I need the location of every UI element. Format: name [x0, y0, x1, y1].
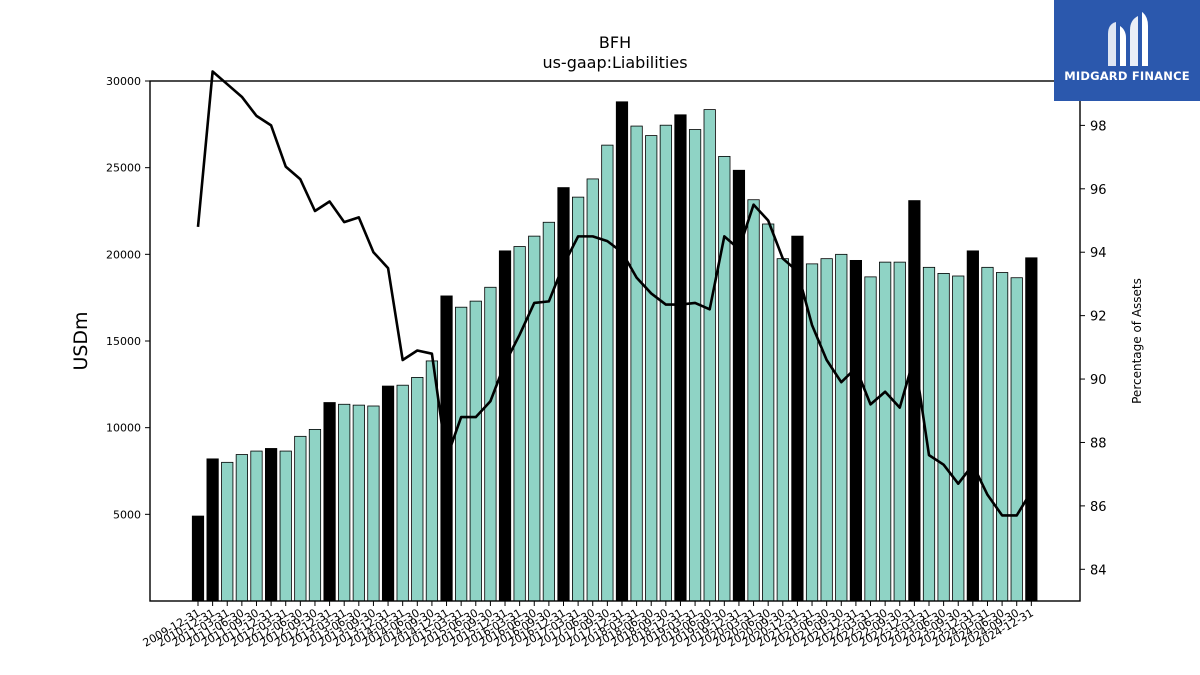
- bar: [776, 258, 789, 602]
- chart-title: BFH: [599, 33, 631, 52]
- bar: [835, 253, 848, 602]
- y2-tick-label: 92: [1090, 310, 1107, 325]
- midgard-logo-icon: [1108, 12, 1148, 66]
- bar: [250, 450, 263, 602]
- bar: [352, 404, 365, 602]
- y-tick-label: 15000: [106, 335, 141, 348]
- bar: [542, 221, 555, 602]
- bar: [820, 258, 833, 602]
- bar: [762, 223, 775, 602]
- bar: [674, 114, 687, 602]
- bar: [645, 135, 658, 602]
- bar: [1025, 257, 1038, 602]
- bar: [1010, 277, 1023, 602]
- bar: [294, 435, 307, 602]
- bar: [367, 405, 380, 602]
- bar: [908, 200, 921, 602]
- bar: [996, 272, 1009, 602]
- y2-tick-label: 84: [1090, 563, 1107, 578]
- bar: [308, 428, 322, 602]
- bar: [572, 196, 585, 602]
- bar: [557, 187, 570, 602]
- bar: [586, 178, 599, 602]
- y2-tick-label: 88: [1090, 436, 1107, 451]
- plot-area: 5000 10000 15000 20000 25000 30000 84 86 88 90 92 9…: [106, 70, 1107, 650]
- y2-axis-label: Percentage of Assets: [1130, 278, 1144, 404]
- bar: [221, 461, 234, 602]
- bar: [879, 261, 892, 602]
- bar: [235, 454, 248, 602]
- y2-tick-label: 86: [1090, 500, 1107, 515]
- bar: [747, 199, 760, 602]
- bar: [937, 272, 950, 602]
- y-tick-label: 25000: [106, 162, 141, 175]
- bar: [381, 385, 395, 602]
- bar: [659, 124, 672, 602]
- chart-subtitle: us-gaap:Liabilities: [542, 53, 687, 72]
- bar: [279, 450, 292, 602]
- y2-tick-label: 96: [1090, 183, 1107, 198]
- bar: [469, 300, 482, 602]
- bar: [528, 235, 541, 602]
- y-tick-label: 5000: [113, 508, 141, 521]
- brand-logo: MIDGARD FINANCE: [1054, 0, 1200, 101]
- bar: [601, 144, 614, 602]
- y2-tick-label: 98: [1090, 119, 1107, 134]
- bar: [338, 403, 351, 602]
- bar: [323, 402, 336, 602]
- bar: [688, 129, 702, 602]
- y2-tick-label: 90: [1090, 373, 1107, 388]
- bar: [849, 259, 863, 602]
- bar: [396, 384, 409, 602]
- bar: [206, 458, 219, 602]
- bar: [455, 306, 468, 602]
- y2-tick-label: 94: [1090, 246, 1107, 261]
- bar: [864, 276, 877, 602]
- bar: [966, 250, 979, 602]
- bar: [411, 376, 424, 602]
- bar: [630, 125, 643, 602]
- bar: [718, 155, 731, 602]
- y-axis-label: USDm: [70, 311, 92, 370]
- bar: [893, 261, 906, 602]
- bar: [513, 246, 526, 602]
- bar: [703, 109, 716, 602]
- bar: [191, 515, 205, 602]
- y-tick-label: 20000: [106, 248, 141, 261]
- bar: [484, 286, 497, 602]
- brand-name: MIDGARD FINANCE: [1064, 69, 1190, 83]
- y-tick-label: 10000: [106, 422, 141, 435]
- bar: [615, 101, 629, 602]
- bar: [425, 360, 439, 602]
- y-tick-label: 30000: [106, 75, 141, 88]
- bar: [498, 250, 512, 602]
- bar: [952, 275, 965, 602]
- bar: [264, 448, 278, 602]
- bar: [981, 266, 994, 602]
- series-line: [196, 70, 1033, 517]
